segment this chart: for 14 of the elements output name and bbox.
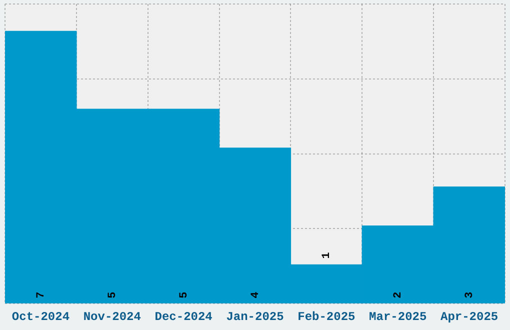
data-label: 5: [178, 291, 190, 298]
x-tick-label: Feb-2025: [298, 310, 356, 324]
x-tick-label: Nov-2024: [83, 310, 141, 324]
data-label: 5: [106, 291, 119, 298]
data-label: 7: [35, 292, 48, 298]
data-label: 1: [321, 252, 334, 259]
x-tick-label: Mar-2025: [369, 310, 427, 324]
data-label: 3: [464, 291, 476, 298]
x-tick-label: Dec-2024: [154, 310, 212, 324]
data-label: 2: [392, 292, 405, 298]
x-tick-label: Oct-2024: [12, 310, 70, 324]
x-tick-label: Jan-2025: [226, 310, 284, 324]
data-label: 4: [250, 291, 262, 298]
x-tick-label: Apr-2025: [440, 310, 498, 324]
